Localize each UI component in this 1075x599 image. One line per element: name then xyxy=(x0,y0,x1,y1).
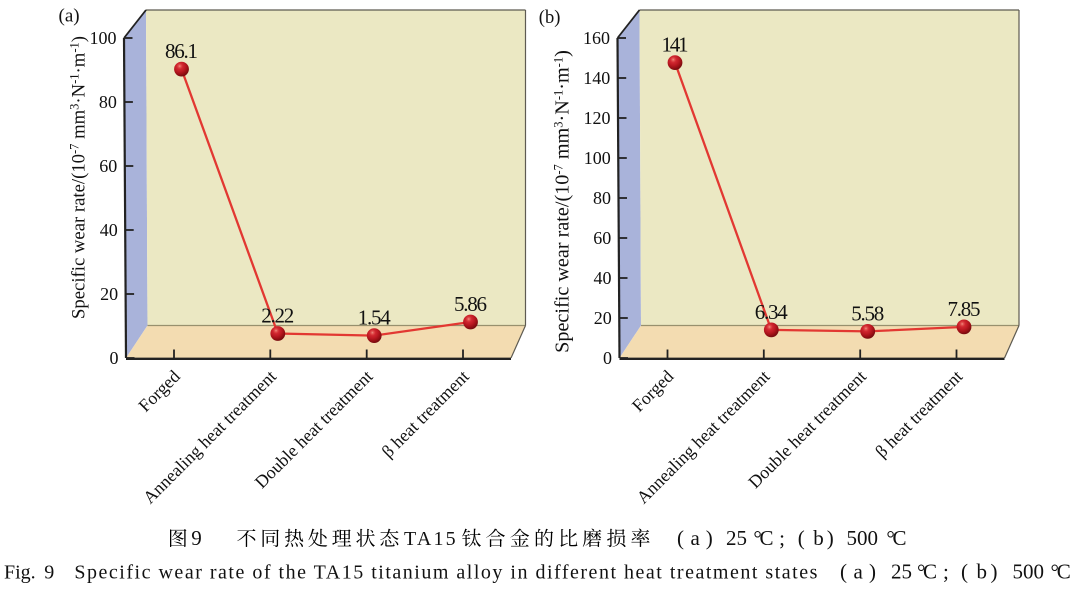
svg-text:20: 20 xyxy=(100,284,118,304)
svg-text:0: 0 xyxy=(603,348,612,368)
svg-text:Specific wear rate/(10-7​ mm3​: Specific wear rate/(10-7​ mm3​·N-1​·m-1​… xyxy=(552,50,574,353)
svg-text:Specific wear rate of the TA15: Specific wear rate of the TA15 titanium … xyxy=(74,562,817,584)
svg-text:β heat treatment: β heat treatment xyxy=(378,366,473,461)
svg-text:Forged: Forged xyxy=(134,366,184,416)
svg-text:;: ; xyxy=(943,560,949,584)
svg-text:20: 20 xyxy=(594,308,612,328)
svg-text:(: ( xyxy=(961,560,968,584)
svg-text:6.34: 6.34 xyxy=(755,300,789,324)
svg-text:Specific wear rate/(10-7​ mm3​: Specific wear rate/(10-7​ mm3​·N-1​·m-1​… xyxy=(68,36,90,319)
svg-text:25: 25 xyxy=(726,526,747,550)
svg-text:b: b xyxy=(813,526,824,550)
svg-text:Forged: Forged xyxy=(628,366,678,416)
svg-text:): ) xyxy=(827,526,834,550)
svg-text:500: 500 xyxy=(847,526,879,550)
svg-text:86.1: 86.1 xyxy=(165,39,198,63)
svg-text:(b): (b) xyxy=(539,8,561,28)
svg-text:TA15: TA15 xyxy=(404,528,458,550)
svg-text:100: 100 xyxy=(584,148,611,168)
svg-text:°: ° xyxy=(1051,560,1059,584)
svg-text:C: C xyxy=(760,526,774,550)
svg-text:C: C xyxy=(1057,560,1071,584)
svg-text:Fig.: Fig. xyxy=(4,562,36,584)
svg-text:40: 40 xyxy=(100,220,118,240)
svg-text:500: 500 xyxy=(1013,560,1045,584)
svg-text:2.22: 2.22 xyxy=(261,304,294,328)
svg-text:;: ; xyxy=(779,526,785,550)
svg-text:0: 0 xyxy=(110,348,119,368)
svg-text:(: ( xyxy=(677,526,684,550)
svg-text:): ) xyxy=(706,526,713,550)
svg-text:120: 120 xyxy=(584,108,611,128)
svg-text:60: 60 xyxy=(593,228,611,248)
svg-text:C: C xyxy=(923,560,937,584)
svg-text:(: ( xyxy=(840,560,847,584)
svg-text:(a): (a) xyxy=(59,6,80,27)
svg-text:80: 80 xyxy=(593,188,611,208)
svg-text:): ) xyxy=(991,560,998,584)
svg-text:40: 40 xyxy=(594,268,612,288)
svg-text:7.85: 7.85 xyxy=(948,297,981,321)
svg-text:C: C xyxy=(893,526,907,550)
svg-text:°: ° xyxy=(886,526,894,550)
svg-text:5.86: 5.86 xyxy=(454,292,487,316)
svg-text:a: a xyxy=(854,560,864,584)
svg-text:β heat treatment: β heat treatment xyxy=(871,366,966,461)
svg-text:°: ° xyxy=(917,560,925,584)
svg-text:a: a xyxy=(691,526,701,550)
svg-text:9: 9 xyxy=(44,562,54,584)
svg-text:160: 160 xyxy=(583,28,610,48)
svg-text:100: 100 xyxy=(90,28,117,48)
svg-text:): ) xyxy=(869,560,876,584)
svg-text:140: 140 xyxy=(583,68,610,88)
svg-text:60: 60 xyxy=(99,156,117,176)
svg-text:9: 9 xyxy=(191,526,202,550)
svg-text:5.58: 5.58 xyxy=(851,301,884,325)
svg-text:b: b xyxy=(977,560,988,584)
svg-text:141: 141 xyxy=(662,33,689,57)
svg-text:1.54: 1.54 xyxy=(358,306,392,330)
svg-text:(: ( xyxy=(798,526,805,550)
svg-text:25: 25 xyxy=(891,560,912,584)
svg-text:°: ° xyxy=(753,526,761,550)
svg-text:80: 80 xyxy=(99,92,117,112)
